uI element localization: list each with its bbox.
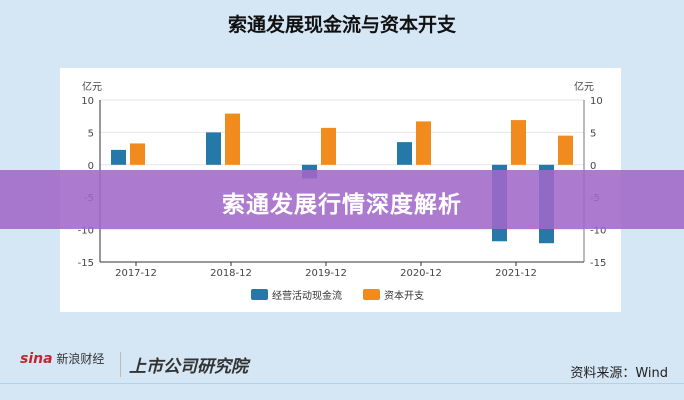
sina-logo: sina 新浪财经 <box>20 351 105 367</box>
page-title: 索通发展现金流与资本开支 <box>227 14 456 36</box>
legend-swatch <box>363 289 380 300</box>
bar-capex <box>321 127 336 165</box>
legend-label: 经营活动现金流 <box>272 289 342 302</box>
y-tick-right: 0 <box>590 161 596 172</box>
banner-overlay <box>0 170 684 229</box>
x-tick-label: 2020-12 <box>400 268 442 279</box>
legend-label: 资本开支 <box>384 289 424 302</box>
banner-text: 索通发展行情深度解析 <box>222 192 462 218</box>
source-note: 资料来源：Wind <box>570 366 668 381</box>
y-tick-right: 10 <box>590 96 603 107</box>
x-tick-label: 2019-12 <box>305 268 347 279</box>
y-tick-right: -10 <box>590 226 606 237</box>
y-tick-left: -10 <box>78 226 94 237</box>
bar-capex <box>225 113 240 165</box>
y-tick-right: -15 <box>590 258 606 269</box>
y-tick-right: 5 <box>590 128 596 139</box>
footer-divider <box>0 383 684 384</box>
bar-operating-cashflow <box>111 149 126 165</box>
y-axis-label-right: 亿元 <box>574 80 594 93</box>
bar-capex <box>511 120 526 165</box>
bar-operating-cashflow <box>206 132 221 165</box>
y-tick-left: 5 <box>88 128 94 139</box>
y-tick-left: 10 <box>81 96 94 107</box>
y-tick-left: 0 <box>88 161 94 172</box>
y-tick-left: -15 <box>78 258 94 269</box>
x-tick-label: 2021-12 <box>495 268 537 279</box>
x-tick-label: 2018-12 <box>210 268 252 279</box>
institute-logo: 上市公司研究院 <box>120 352 248 377</box>
bar-capex <box>416 121 431 165</box>
bar-operating-cashflow <box>397 142 412 165</box>
y-axis-label-left: 亿元 <box>82 80 102 93</box>
x-tick-label: 2017-12 <box>115 268 157 279</box>
bar-capex <box>130 143 145 165</box>
legend-swatch <box>251 289 268 300</box>
bar-capex <box>558 135 573 165</box>
